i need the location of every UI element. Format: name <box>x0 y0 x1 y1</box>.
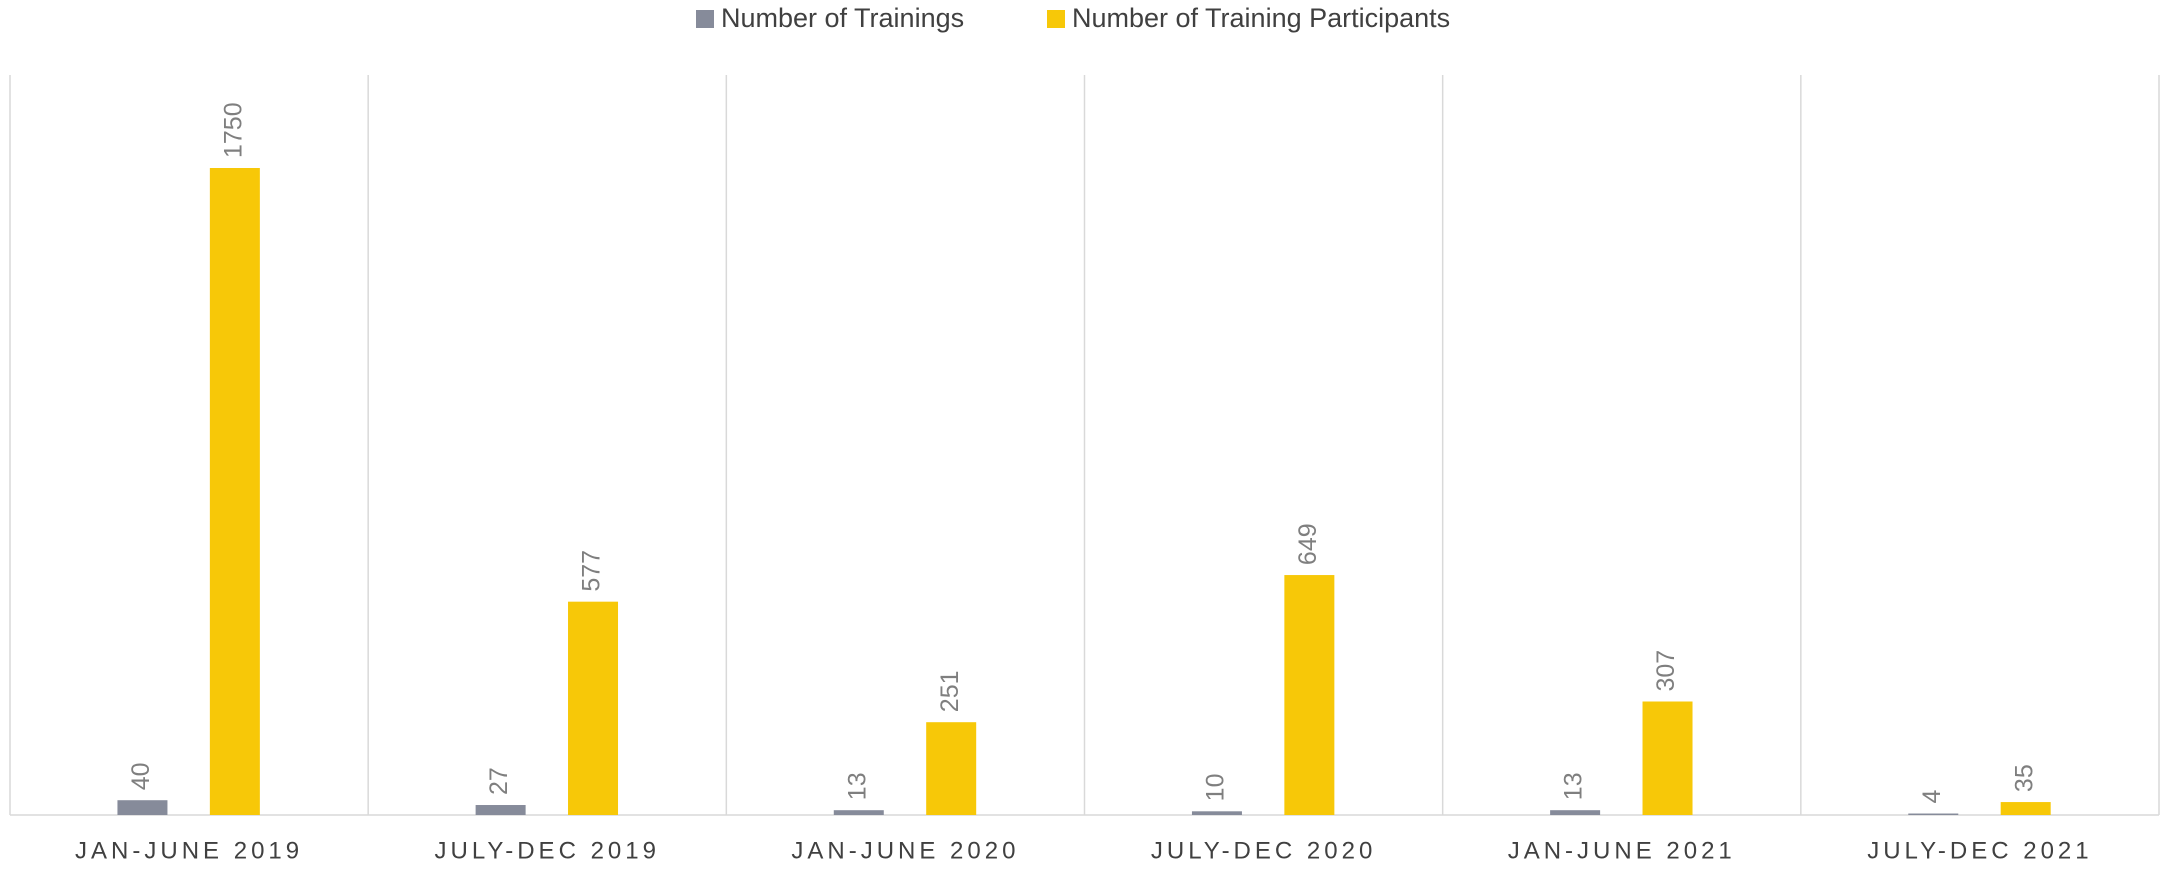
bar <box>1191 811 1242 815</box>
bar <box>209 168 260 815</box>
bar <box>568 601 619 815</box>
value-label: 1750 <box>219 102 247 158</box>
bar <box>926 722 977 815</box>
value-label: 4 <box>1918 790 1946 804</box>
bar <box>1284 575 1335 815</box>
value-label: 251 <box>936 670 964 712</box>
value-label: 13 <box>1560 772 1588 800</box>
bar <box>2000 802 2051 815</box>
value-label: 27 <box>485 767 513 795</box>
bar <box>1550 810 1601 815</box>
x-tick-label: JAN-JUNE 2021 <box>1508 837 1736 864</box>
x-tick-label: JULY-DEC 2021 <box>1867 837 2092 864</box>
x-tick-label: JULY-DEC 2020 <box>1151 837 1376 864</box>
bar <box>1642 701 1693 815</box>
legend-label: Number of Trainings <box>721 3 964 33</box>
legend-swatch <box>696 10 714 28</box>
value-label: 13 <box>843 772 871 800</box>
value-label: 10 <box>1202 773 1230 801</box>
value-label: 35 <box>2010 764 2038 792</box>
bar <box>475 805 526 815</box>
legend-swatch <box>1047 10 1065 28</box>
value-label: 40 <box>127 762 155 790</box>
x-tick-label: JAN-JUNE 2020 <box>791 837 1019 864</box>
value-label: 649 <box>1294 523 1322 565</box>
x-tick-label: JULY-DEC 2019 <box>435 837 660 864</box>
x-tick-label: JAN-JUNE 2019 <box>75 837 303 864</box>
bar <box>117 800 168 815</box>
value-label: 307 <box>1652 650 1680 692</box>
bar <box>833 810 884 815</box>
legend-label: Number of Training Participants <box>1072 3 1450 33</box>
bar <box>1908 813 1959 815</box>
value-label: 577 <box>578 550 606 592</box>
